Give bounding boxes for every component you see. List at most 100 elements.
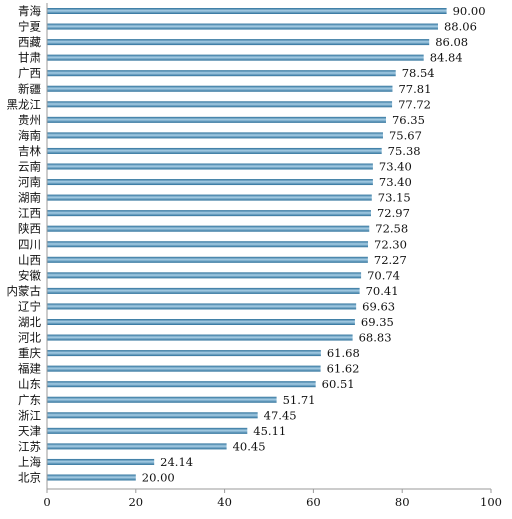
bar	[47, 350, 321, 357]
category-label: 广东	[18, 393, 41, 407]
data-label: 72.97	[377, 206, 410, 220]
category-label: 浙江	[18, 408, 41, 422]
x-tick-label: 100	[480, 495, 502, 509]
category-label: 宁夏	[18, 20, 41, 34]
bars-layer	[47, 8, 447, 481]
bar	[47, 319, 355, 325]
data-label: 73.15	[378, 191, 411, 205]
category-label: 青海	[18, 4, 41, 18]
bar	[47, 23, 438, 30]
data-label: 61.62	[327, 362, 360, 376]
x-tick-label: 40	[217, 495, 232, 509]
bar	[47, 225, 370, 232]
category-label: 吉林	[18, 144, 41, 158]
data-label: 88.06	[444, 20, 477, 34]
bar	[47, 334, 353, 341]
bar	[47, 101, 393, 108]
bar	[47, 39, 430, 46]
bar	[47, 179, 373, 186]
bar	[47, 210, 371, 217]
category-label: 云南	[18, 160, 41, 174]
bar	[47, 8, 447, 14]
data-label: 76.35	[392, 113, 425, 127]
bar	[47, 365, 321, 372]
bar	[47, 396, 277, 403]
category-label: 海南	[18, 128, 41, 142]
x-tick-label: 20	[128, 495, 143, 509]
category-label: 贵州	[18, 113, 41, 127]
x-axis: 0 20 40 60 80 100	[43, 3, 502, 509]
category-label: 安徽	[18, 268, 41, 282]
bar	[47, 443, 227, 450]
category-label: 辽宁	[18, 299, 41, 313]
category-label: 河南	[18, 175, 41, 189]
bar	[47, 54, 424, 61]
category-label: 新疆	[18, 82, 41, 96]
data-label: 24.14	[160, 455, 193, 469]
data-label: 69.63	[362, 299, 395, 313]
bar	[47, 256, 368, 263]
bar	[47, 194, 372, 201]
category-label: 重庆	[18, 346, 41, 360]
category-label: 山东	[18, 377, 41, 391]
bar	[47, 412, 258, 419]
category-label: 山西	[18, 253, 41, 267]
bar	[47, 85, 393, 92]
category-label: 江苏	[18, 439, 41, 453]
category-label: 甘肃	[18, 51, 41, 65]
data-label: 72.58	[375, 222, 408, 236]
data-label: 77.81	[398, 82, 431, 96]
data-label: 20.00	[142, 471, 175, 485]
bar	[47, 241, 369, 248]
data-label: 47.45	[264, 408, 297, 422]
data-label: 72.30	[374, 237, 407, 251]
data-label: 86.08	[435, 35, 468, 49]
bar	[47, 303, 357, 310]
x-tick-label: 80	[395, 495, 410, 509]
category-label: 江西	[18, 206, 41, 220]
data-label: 70.74	[367, 268, 400, 282]
bar	[47, 381, 316, 388]
bar	[47, 427, 248, 434]
x-tick-label: 0	[43, 495, 50, 509]
bar	[47, 458, 155, 465]
bar	[47, 474, 136, 481]
category-label: 福建	[18, 362, 41, 376]
x-tick-label: 60	[306, 495, 321, 509]
data-label: 73.40	[379, 175, 412, 189]
category-label: 北京	[18, 471, 41, 485]
data-label: 40.45	[233, 439, 266, 453]
bar	[47, 147, 382, 154]
data-label: 84.84	[430, 51, 463, 65]
category-label: 黑龙江	[7, 97, 42, 111]
category-label: 陕西	[18, 222, 41, 236]
data-label: 45.11	[253, 424, 286, 438]
data-label: 68.83	[359, 331, 392, 345]
category-label: 天津	[18, 424, 41, 438]
data-label: 51.71	[283, 393, 316, 407]
category-label: 河北	[18, 331, 41, 345]
data-label: 69.35	[361, 315, 394, 329]
data-label: 78.54	[402, 66, 435, 80]
data-label: 75.67	[389, 128, 422, 142]
bar	[47, 272, 362, 279]
bar	[47, 116, 386, 123]
category-label: 湖北	[18, 315, 41, 329]
labels-layer: 青海 90.00 宁夏 88.06 西藏 86.08 甘肃 84.84 广西 78.54 新疆 77.…	[7, 4, 486, 485]
data-label: 73.40	[379, 160, 412, 174]
bar	[47, 287, 360, 294]
bar	[47, 132, 383, 139]
data-label: 70.41	[366, 284, 399, 298]
category-label: 上海	[18, 455, 41, 469]
data-label: 75.38	[388, 144, 421, 158]
category-label: 湖南	[18, 191, 41, 205]
data-label: 90.00	[453, 4, 486, 18]
data-label: 72.27	[374, 253, 407, 267]
bar	[47, 163, 373, 170]
data-label: 60.51	[322, 377, 355, 391]
category-label: 四川	[18, 237, 41, 251]
category-label: 内蒙古	[7, 284, 42, 298]
data-label: 61.68	[327, 346, 360, 360]
